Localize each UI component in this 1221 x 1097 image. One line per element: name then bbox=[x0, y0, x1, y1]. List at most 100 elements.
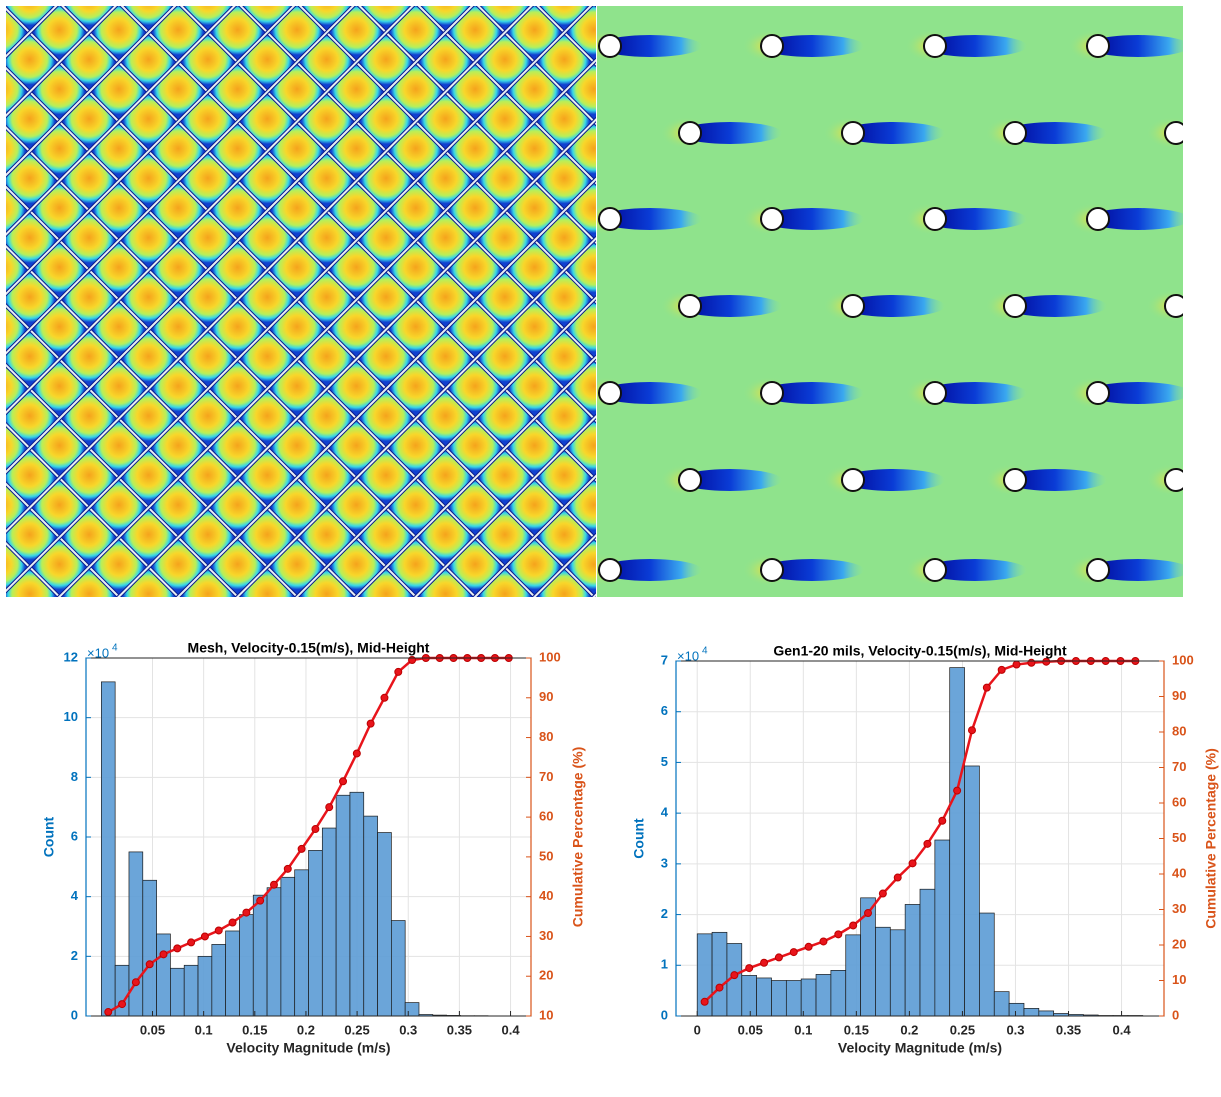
y-multiplier: ×10 bbox=[87, 645, 109, 660]
cumulative-point bbox=[746, 965, 753, 972]
y2-tick-label: 80 bbox=[539, 729, 553, 744]
y-multiplier-exponent: 4 bbox=[702, 646, 708, 657]
y-tick-label: 0 bbox=[71, 1007, 78, 1022]
y-tick-label: 5 bbox=[661, 754, 668, 769]
y-tick-label: 0 bbox=[661, 1007, 668, 1022]
histogram-bar bbox=[322, 828, 336, 1016]
x-tick-label: 0.25 bbox=[950, 1022, 975, 1037]
x-tick-label: 0 bbox=[694, 1022, 701, 1037]
x-tick-label: 0.35 bbox=[1056, 1022, 1081, 1037]
y-tick-label: 4 bbox=[71, 888, 79, 903]
cumulative-point bbox=[1028, 659, 1035, 666]
cumulative-point bbox=[983, 684, 990, 691]
cumulative-point bbox=[939, 817, 946, 824]
x-tick-label: 0.3 bbox=[399, 1022, 417, 1037]
histogram-bar bbox=[198, 956, 212, 1016]
histogram-bar bbox=[712, 932, 727, 1016]
y-multiplier: ×10 bbox=[677, 648, 699, 663]
y2-tick-label: 60 bbox=[1172, 794, 1186, 809]
y2-tick-label: 70 bbox=[539, 769, 553, 784]
histogram-bar bbox=[101, 682, 115, 1016]
y2-tick-label: 20 bbox=[539, 968, 553, 983]
cumulative-point bbox=[284, 865, 291, 872]
cumulative-point bbox=[229, 919, 236, 926]
x-tick-label: 0.35 bbox=[447, 1022, 472, 1037]
histogram-bar bbox=[350, 792, 364, 1016]
cylinder bbox=[1146, 290, 1221, 322]
y-axis-label: Count bbox=[631, 818, 647, 859]
y-axis-label: Count bbox=[41, 816, 57, 857]
histogram-bar bbox=[157, 934, 171, 1016]
cumulative-point bbox=[105, 1009, 112, 1016]
cumulative-point bbox=[119, 1001, 126, 1008]
histogram-bar bbox=[405, 1003, 419, 1016]
y2-tick-label: 90 bbox=[539, 689, 553, 704]
y-tick-label: 3 bbox=[661, 855, 668, 870]
histogram-bar bbox=[253, 895, 267, 1016]
y-tick-label: 8 bbox=[71, 769, 78, 784]
cumulative-point bbox=[1043, 658, 1050, 665]
chart-title: Gen1-20 mils, Velocity-0.15(m/s), Mid-He… bbox=[773, 643, 1067, 659]
histogram-bar bbox=[309, 850, 323, 1016]
y-multiplier-exponent: 4 bbox=[112, 643, 118, 654]
cumulative-point bbox=[160, 951, 167, 958]
x-tick-label: 0.25 bbox=[344, 1022, 369, 1037]
cumulative-point bbox=[146, 961, 153, 968]
cumulative-point bbox=[188, 939, 195, 946]
histogram-bar bbox=[771, 981, 786, 1017]
cylinder-field-image bbox=[580, 6, 1221, 597]
cumulative-point bbox=[731, 972, 738, 979]
cumulative-point bbox=[326, 804, 333, 811]
y2-tick-label: 100 bbox=[539, 649, 561, 664]
cumulative-point bbox=[270, 881, 277, 888]
cumulative-point bbox=[835, 931, 842, 938]
x-tick-label: 0.05 bbox=[140, 1022, 165, 1037]
y2-tick-label: 0 bbox=[1172, 1007, 1179, 1022]
histogram-bar bbox=[295, 870, 309, 1016]
histogram-bar bbox=[786, 981, 801, 1017]
histogram-bar bbox=[831, 970, 846, 1016]
y2-axis-label: Cumulative Percentage (%) bbox=[570, 747, 586, 928]
cumulative-point bbox=[1013, 661, 1020, 668]
histogram-bar bbox=[239, 915, 253, 1016]
cumulative-point bbox=[381, 694, 388, 701]
x-tick-label: 0.4 bbox=[502, 1022, 521, 1037]
cumulative-point bbox=[820, 938, 827, 945]
y2-tick-label: 100 bbox=[1172, 652, 1194, 667]
y2-tick-label: 30 bbox=[539, 928, 553, 943]
histogram-bar bbox=[184, 965, 198, 1016]
cumulative-point bbox=[968, 727, 975, 734]
histogram-bar bbox=[801, 979, 816, 1016]
x-tick-label: 0.15 bbox=[242, 1022, 267, 1037]
y-tick-label: 10 bbox=[64, 709, 78, 724]
y-tick-label: 12 bbox=[64, 649, 78, 664]
cumulative-point bbox=[367, 720, 374, 727]
histogram-bar bbox=[757, 978, 772, 1016]
histogram-bar bbox=[336, 795, 350, 1016]
histogram-bar bbox=[281, 877, 295, 1016]
cumulative-point bbox=[998, 666, 1005, 673]
x-tick-label: 0.2 bbox=[297, 1022, 315, 1037]
y2-tick-label: 10 bbox=[1172, 972, 1186, 987]
y2-tick-label: 20 bbox=[1172, 936, 1186, 951]
cumulative-point bbox=[954, 787, 961, 794]
cylinder bbox=[1146, 117, 1221, 149]
cumulative-point bbox=[257, 897, 264, 904]
histogram-bar bbox=[170, 968, 184, 1016]
cumulative-point bbox=[805, 943, 812, 950]
cumulative-point bbox=[340, 778, 347, 785]
histogram-bar bbox=[846, 935, 861, 1016]
cylinder bbox=[1146, 464, 1221, 496]
y-tick-label: 6 bbox=[71, 828, 78, 843]
y2-tick-label: 50 bbox=[539, 848, 553, 863]
y2-tick-label: 80 bbox=[1172, 723, 1186, 738]
x-tick-label: 0.05 bbox=[738, 1022, 763, 1037]
cumulative-point bbox=[243, 909, 250, 916]
y2-tick-label: 60 bbox=[539, 809, 553, 824]
histogram-bar bbox=[115, 965, 129, 1016]
histogram-bar bbox=[816, 974, 831, 1016]
x-tick-label: 0.1 bbox=[794, 1022, 812, 1037]
cumulative-point bbox=[894, 874, 901, 881]
histogram-bar bbox=[212, 944, 226, 1016]
x-tick-label: 0.4 bbox=[1113, 1022, 1132, 1037]
